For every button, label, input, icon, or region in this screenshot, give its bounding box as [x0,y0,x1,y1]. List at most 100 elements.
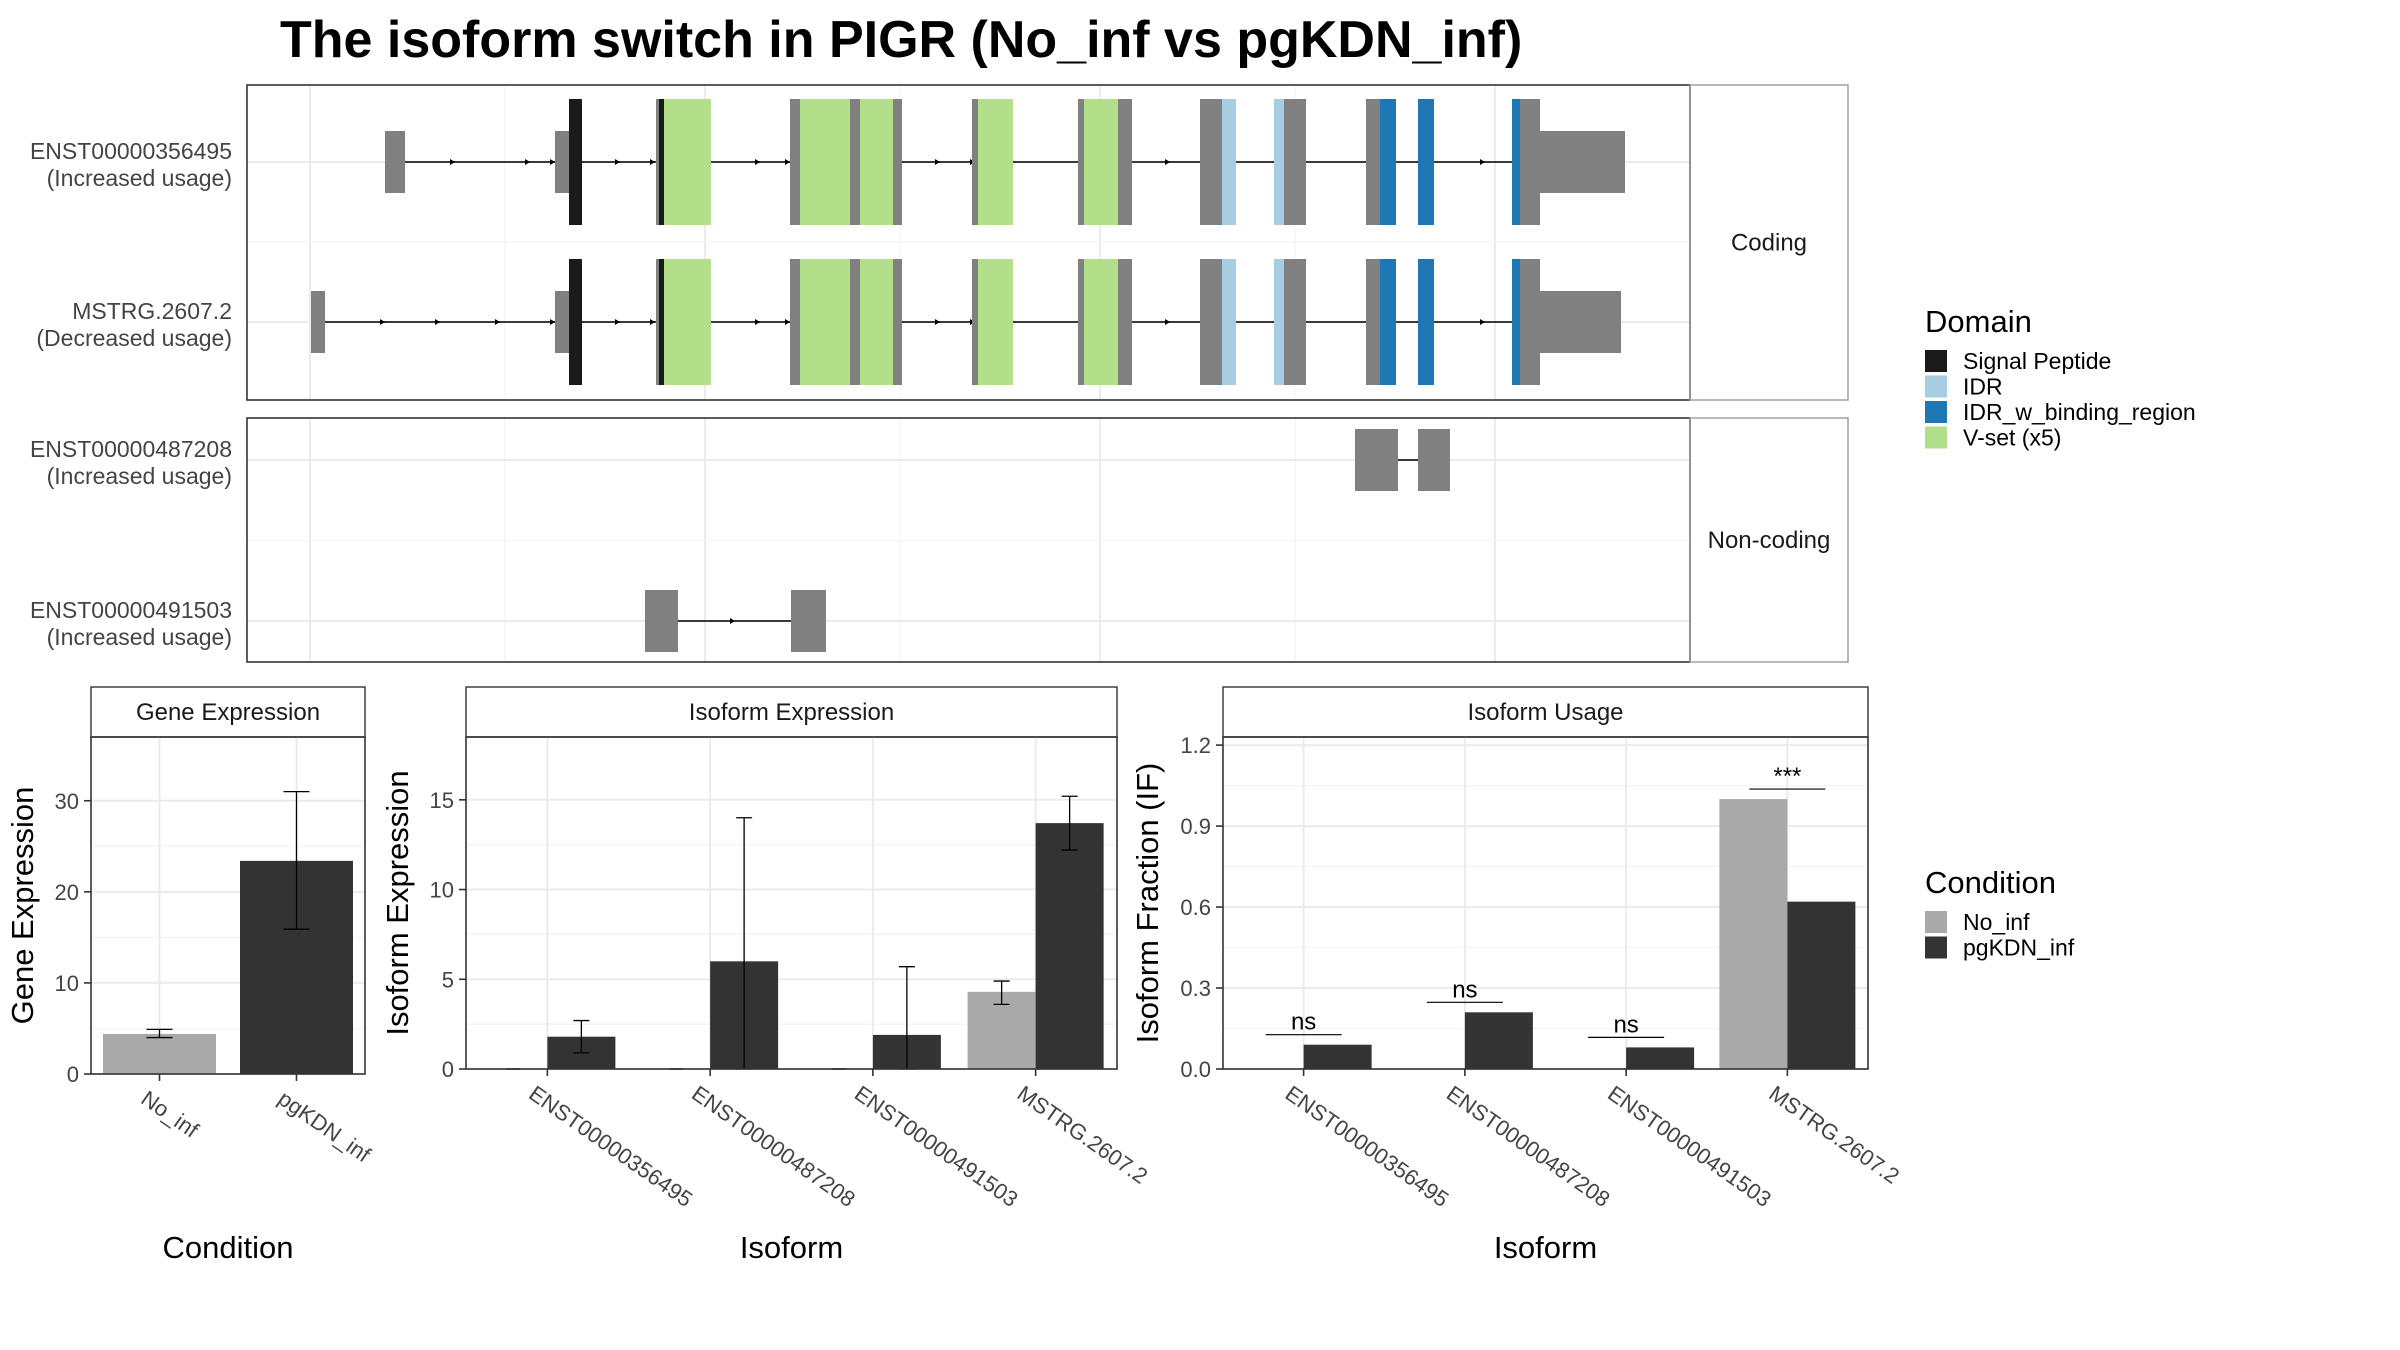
legend-label: No_inf [1963,909,2030,935]
intron-arrow [1480,319,1485,325]
legend-label: pgKDN_inf [1963,935,2075,961]
intron-arrow [1480,159,1485,165]
idr-domain [1274,99,1284,225]
panel-frame [465,736,1118,1070]
structure-facet-strip [1689,84,1849,401]
v-set-domain [860,259,893,385]
x-tick-label: pgKDN_inf [274,1086,376,1168]
y-tick-label: 0.9 [1180,814,1211,839]
legend-title: Condition [1925,865,2056,900]
x-axis-title: Isoform [1494,1230,1597,1265]
panel-frame [90,736,366,1075]
bar-no-inf [103,1033,216,1074]
domain-legend: Domain Signal PeptideIDRIDR_w_binding_reg… [1925,304,2196,451]
facet-label: Coding [1731,230,1807,257]
signal-peptide-domain [569,259,582,385]
intron-arrow [785,159,790,165]
y-tick-label: 1.2 [1180,733,1211,758]
y-tick-label: 0.3 [1180,976,1211,1001]
x-axis-title: Isoform [740,1230,843,1265]
x-tick-label: ENST00000491503 [850,1081,1023,1212]
signal-peptide-domain [659,99,664,225]
intron-arrow [755,159,760,165]
x-tick-label: MSTRG.2607.2 [1013,1081,1153,1189]
x-axis-title: Condition [163,1230,294,1265]
exon-block [791,590,826,652]
exon-block [1355,429,1398,491]
legend-label: IDR_w_binding_region [1963,399,2196,425]
panel-strip [1222,686,1869,738]
legend-key-signal-peptide [1925,350,1947,372]
intron-arrow [550,319,555,325]
utr-exon [1538,291,1621,353]
x-tick-label: ENST00000491503 [1603,1081,1776,1212]
legend-key-no-inf [1925,911,1947,933]
y-tick-label: 10 [55,971,79,996]
idr-binding-domain [1418,259,1434,385]
transcript-usage-label: (Increased usage) [47,624,232,650]
legend-title: Domain [1925,304,2032,339]
transcript-usage-label: (Increased usage) [47,165,232,191]
legend-key-idr [1925,375,1947,398]
isoform-usage-panel: Isoform Usage ns ns ns *** 0.0 0.3 0.6 0.9 1.2 ENS… [1130,686,1905,1265]
idr-domain [1274,259,1284,385]
x-tick-label: No_inf [137,1086,204,1143]
intron-arrow [615,319,620,325]
legend-label: Signal Peptide [1963,348,2111,374]
exon-block [555,131,569,193]
intron-arrow [755,319,760,325]
transcript-name-label: MSTRG.2607.2 [72,298,232,324]
intron-arrow [435,319,440,325]
structure-facet-strip [1689,417,1849,663]
y-tick-label: 5 [442,967,454,992]
utr-exon [1538,131,1625,193]
legend-key-v-set [1925,426,1947,449]
signal-peptide-domain [569,99,582,225]
panel-strip [90,686,366,738]
x-tick-label: ENST00000487208 [1442,1081,1615,1212]
idr-binding-domain [1380,259,1396,385]
gene-expression-panel: Gene Expression 0 10 20 30 No_inf pgKDN_inf Con… [5,686,376,1265]
idr-domain [1222,259,1236,385]
idr-binding-domain [1380,99,1396,225]
legend-key-idr-w-binding-region [1925,401,1947,423]
y-tick-label: 0 [67,1062,79,1087]
y-axis-title: Gene Expression [5,787,40,1025]
facet-label: Non-coding [1708,527,1831,554]
intron-arrow [1165,319,1170,325]
intron-arrow [380,319,385,325]
bar-pgkdn-inf [1626,1047,1695,1069]
y-tick-label: 0.0 [1180,1057,1211,1082]
v-set-domain [978,99,1013,225]
intron-arrow [615,159,620,165]
y-tick-label: 10 [430,878,454,903]
v-set-domain [664,99,711,225]
significance-label: ns [1452,976,1477,1003]
x-tick-label: MSTRG.2607.2 [1765,1081,1905,1189]
exon-block [1418,429,1450,491]
v-set-domain [800,259,850,385]
significance-label: *** [1773,763,1801,790]
transcript-usage-label: (Decreased usage) [36,325,232,351]
transcript-usage-label: (Increased usage) [47,463,232,489]
exon-block [645,590,678,652]
y-axis-title: Isoform Fraction (IF) [1130,763,1165,1044]
idr-binding-domain [1512,99,1520,225]
v-set-domain [800,99,850,225]
y-tick-label: 0.6 [1180,895,1211,920]
bar-no-inf [1719,799,1788,1069]
significance-label: ns [1291,1009,1316,1036]
legend-key-pgkdn-inf [1925,936,1947,959]
intron-arrow [650,159,655,165]
isoform-expression-panel: Isoform Expression051015ENST00000356495E… [380,686,1153,1265]
y-tick-label: 30 [55,789,79,814]
intron-arrow [450,159,455,165]
intron-arrow [935,159,940,165]
intron-arrow [650,319,655,325]
bar-pgkdn-inf [1303,1044,1372,1069]
panel-title: Isoform Usage [1467,699,1623,726]
